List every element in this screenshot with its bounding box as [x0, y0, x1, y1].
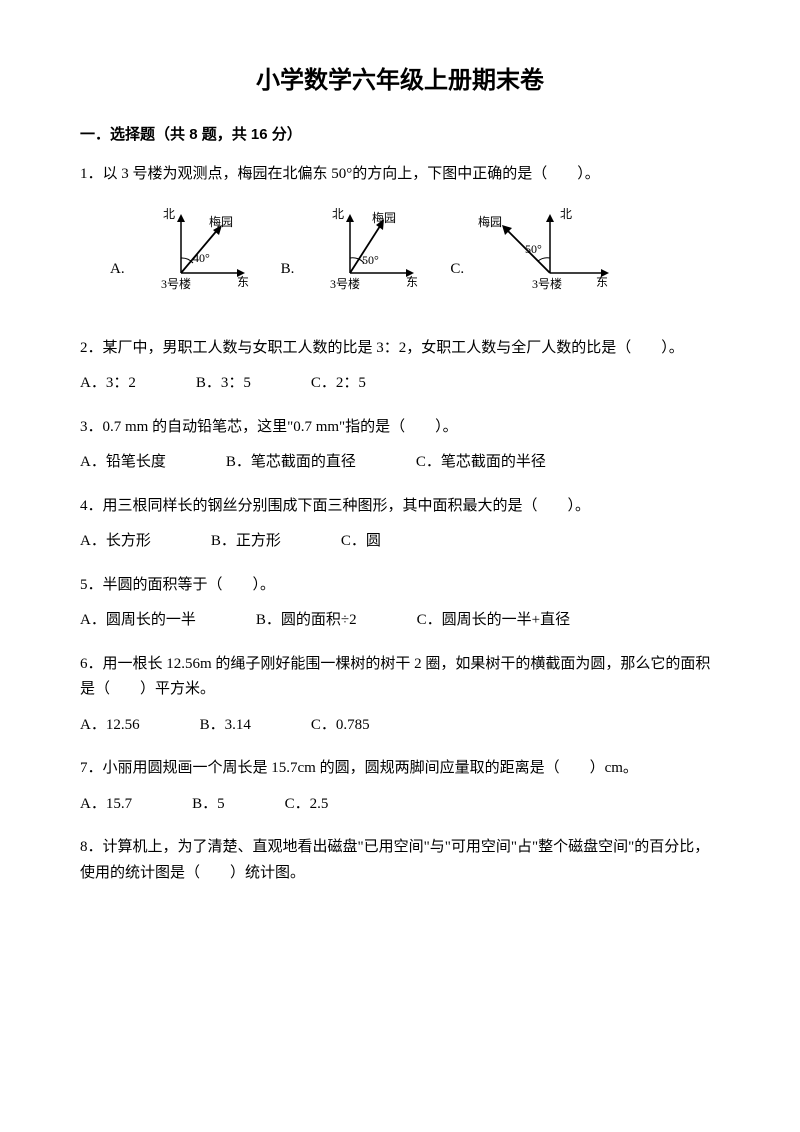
- q3-options: A．铅笔长度 B．笔芯截面的直径 C．笔芯截面的半径: [80, 450, 720, 476]
- diagram-b: B. 北 东 梅园 50° 3号楼: [281, 208, 421, 308]
- question-8: 8．计算机上，为了清楚、直观地看出磁盘"已用空间"与"可用空间"占"整个磁盘空间…: [80, 835, 720, 886]
- question-4: 4．用三根同样长的钢丝分别围成下面三种图形，其中面积最大的是（ ）。 A．长方形…: [80, 494, 720, 555]
- q7-option-a: A．15.7: [80, 792, 132, 818]
- q4-options: A．长方形 B．正方形 C．圆: [80, 529, 720, 555]
- svg-text:北: 北: [163, 208, 175, 221]
- section-header: 一．选择题（共 8 题，共 16 分）: [80, 123, 720, 144]
- q3-option-c: C．笔芯截面的半径: [416, 450, 546, 476]
- q6-option-b: B．3.14: [200, 713, 251, 739]
- q7-text: 7．小丽用圆规画一个周长是 15.7cm 的圆，圆规两脚间应量取的距离是（ ）c…: [80, 756, 720, 782]
- svg-text:梅园: 梅园: [478, 214, 502, 229]
- diagram-a-label: A.: [110, 257, 125, 283]
- diagram-c: C. 北 东 梅园 50° 3号楼: [450, 208, 610, 308]
- diagram-c-label: C.: [450, 257, 464, 283]
- svg-text:梅园: 梅园: [209, 214, 233, 229]
- q4-option-b: B．正方形: [211, 529, 281, 555]
- q5-option-c: C．圆周长的一半+直径: [417, 608, 570, 634]
- question-7: 7．小丽用圆规画一个周长是 15.7cm 的圆，圆规两脚间应量取的距离是（ ）c…: [80, 756, 720, 817]
- exam-title: 小学数学六年级上册期末卷: [80, 60, 720, 95]
- svg-text:3号楼: 3号楼: [330, 276, 360, 291]
- q1-text: 1．以 3 号楼为观测点，梅园在北偏东 50°的方向上，下图中正确的是（ ）。: [80, 162, 720, 188]
- q5-option-b: B．圆的面积÷2: [256, 608, 357, 634]
- q3-option-a: A．铅笔长度: [80, 450, 166, 476]
- q4-text: 4．用三根同样长的钢丝分别围成下面三种图形，其中面积最大的是（ ）。: [80, 494, 720, 520]
- q3-text: 3．0.7 mm 的自动铅笔芯，这里"0.7 mm"指的是（ ）。: [80, 415, 720, 441]
- q3-option-b: B．笔芯截面的直径: [226, 450, 356, 476]
- diagram-b-label: B.: [281, 257, 295, 283]
- q5-options: A．圆周长的一半 B．圆的面积÷2 C．圆周长的一半+直径: [80, 608, 720, 634]
- q2-options: A．3：2 B．3：5 C．2：5: [80, 371, 720, 397]
- question-5: 5．半圆的面积等于（ ）。 A．圆周长的一半 B．圆的面积÷2 C．圆周长的一半…: [80, 573, 720, 634]
- question-2: 2．某厂中，男职工人数与女职工人数的比是 3：2，女职工人数与全厂人数的比是（ …: [80, 336, 720, 397]
- compass-diagram-c: 北 东 梅园 50° 3号楼: [470, 208, 610, 308]
- q7-option-b: B．5: [192, 792, 225, 818]
- svg-text:东: 东: [237, 275, 249, 289]
- q7-options: A．15.7 B．5 C．2.5: [80, 792, 720, 818]
- q6-text: 6．用一根长 12.56m 的绳子刚好能围一棵树的树干 2 圈，如果树干的横截面…: [80, 652, 720, 703]
- question-3: 3．0.7 mm 的自动铅笔芯，这里"0.7 mm"指的是（ ）。 A．铅笔长度…: [80, 415, 720, 476]
- q6-options: A．12.56 B．3.14 C．0.785: [80, 713, 720, 739]
- question-1: 1．以 3 号楼为观测点，梅园在北偏东 50°的方向上，下图中正确的是（ ）。 …: [80, 162, 720, 308]
- question-6: 6．用一根长 12.56m 的绳子刚好能围一棵树的树干 2 圈，如果树干的横截面…: [80, 652, 720, 739]
- q1-diagrams: A. 北 东 梅园 40° 3号楼 B.: [110, 208, 720, 308]
- q5-option-a: A．圆周长的一半: [80, 608, 196, 634]
- compass-diagram-b: 北 东 梅园 50° 3号楼: [300, 208, 420, 308]
- svg-text:50°: 50°: [525, 242, 542, 256]
- q5-text: 5．半圆的面积等于（ ）。: [80, 573, 720, 599]
- svg-text:东: 东: [406, 275, 418, 289]
- q6-option-a: A．12.56: [80, 713, 140, 739]
- q2-text: 2．某厂中，男职工人数与女职工人数的比是 3：2，女职工人数与全厂人数的比是（ …: [80, 336, 720, 362]
- q4-option-c: C．圆: [341, 529, 381, 555]
- q2-option-a: A．3：2: [80, 371, 136, 397]
- svg-text:东: 东: [596, 275, 608, 289]
- q4-option-a: A．长方形: [80, 529, 151, 555]
- svg-text:北: 北: [332, 208, 344, 221]
- diagram-a: A. 北 东 梅园 40° 3号楼: [110, 208, 251, 308]
- svg-text:3号楼: 3号楼: [161, 276, 191, 291]
- q6-option-c: C．0.785: [311, 713, 370, 739]
- svg-text:北: 北: [560, 208, 572, 221]
- q2-option-b: B．3：5: [196, 371, 251, 397]
- svg-text:50°: 50°: [362, 253, 379, 267]
- q2-option-c: C．2：5: [311, 371, 366, 397]
- q8-text: 8．计算机上，为了清楚、直观地看出磁盘"已用空间"与"可用空间"占"整个磁盘空间…: [80, 835, 720, 886]
- q7-option-c: C．2.5: [285, 792, 329, 818]
- svg-text:3号楼: 3号楼: [532, 276, 562, 291]
- svg-text:40°: 40°: [193, 251, 210, 265]
- svg-text:梅园: 梅园: [372, 210, 396, 225]
- compass-diagram-a: 北 东 梅园 40° 3号楼: [131, 208, 251, 308]
